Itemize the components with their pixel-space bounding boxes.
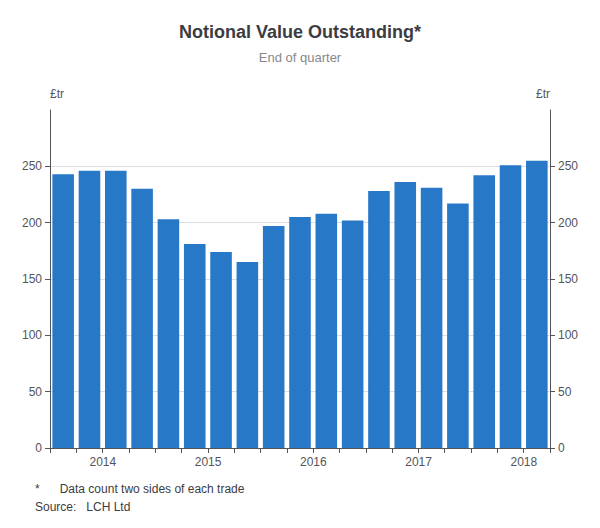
svg-text:End of quarter: End of quarter bbox=[259, 50, 342, 65]
svg-text:0: 0 bbox=[35, 441, 42, 455]
svg-text:* Data count two sides of: * Data count two sides of each trade bbox=[35, 482, 245, 496]
svg-text:50: 50 bbox=[558, 385, 572, 399]
svg-text:150: 150 bbox=[22, 272, 42, 286]
svg-text:2017: 2017 bbox=[405, 455, 432, 469]
svg-text:250: 250 bbox=[558, 159, 578, 173]
svg-text:£tr: £tr bbox=[536, 87, 550, 101]
svg-text:£tr: £tr bbox=[50, 87, 64, 101]
svg-text:2015: 2015 bbox=[195, 455, 222, 469]
svg-text:2018: 2018 bbox=[511, 455, 538, 469]
svg-text:250: 250 bbox=[22, 159, 42, 173]
svg-text:200: 200 bbox=[22, 216, 42, 230]
svg-text:2016: 2016 bbox=[300, 455, 327, 469]
svg-text:Notional Value Outstanding*: Notional Value Outstanding* bbox=[179, 22, 421, 42]
svg-text:200: 200 bbox=[558, 216, 578, 230]
svg-text:50: 50 bbox=[29, 385, 43, 399]
svg-text:2014: 2014 bbox=[89, 455, 116, 469]
svg-text:100: 100 bbox=[558, 328, 578, 342]
svg-text:Source: LCH Ltd: Source: LCH Ltd bbox=[35, 500, 130, 514]
svg-text:100: 100 bbox=[22, 328, 42, 342]
svg-text:0: 0 bbox=[558, 441, 565, 455]
svg-text:150: 150 bbox=[558, 272, 578, 286]
